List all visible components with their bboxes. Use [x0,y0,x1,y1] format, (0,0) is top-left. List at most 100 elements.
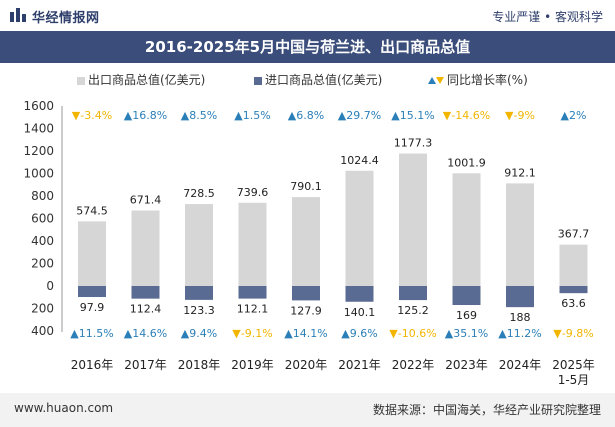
y-tick-label: 600 [31,212,54,226]
import-yoy-label: ▲35.1% [445,327,488,340]
up-triangle-icon: ▲ [288,109,297,122]
y-tick-label: 800 [31,189,54,203]
y-tick-label: 1000 [23,167,54,181]
y-tick-label: 1600 [23,99,54,113]
export-bar [131,210,160,286]
x-category-label: 2017年 [124,358,167,372]
x-category-label: 2024年 [499,358,542,372]
import-yoy-label: ▲11.5% [70,327,113,340]
export-yoy-label: ▼-3.4% [72,109,112,122]
x-category-line: 1-5月 [558,373,590,387]
y-tick-label: 200 [31,302,54,316]
export-value-label: 671.4 [130,193,162,206]
import-value-label: 123.3 [183,304,215,317]
export-value-label: 912.1 [504,166,536,179]
export-yoy-label: ▲29.7% [338,109,381,122]
chart-area: 1600 1400 1200 1000 800 600 400 200 0 200 400 574.5… [23,99,595,387]
import-yoy-label: ▲9.6% [341,327,377,340]
y-tick-label: 1400 [23,122,54,136]
legend-item-export: 出口商品总值(亿美元) [77,72,205,88]
import-value-label: 127.9 [290,304,322,317]
import-value-label: 112.1 [237,303,269,316]
import-bar [131,286,160,299]
import-bar [452,286,481,306]
export-yoy-value: 15.1% [400,109,435,122]
import-bar [559,286,588,294]
export-bar [452,173,481,286]
up-triangle-icon: ▲ [124,327,133,340]
data-source: 数据来源：中国海关，华经产业研究院整理 [372,403,601,417]
y-tick-label: 1200 [23,144,54,158]
import-bar [399,286,427,301]
up-triangle-icon: ▲ [391,109,400,122]
tagline: 专业严谨 • 客观科学 [492,10,603,24]
export-value-label: 1024.4 [340,154,379,167]
export-value-label: 739.6 [237,186,269,199]
import-yoy-value: 14.6% [132,327,167,340]
legend-item-import: 进口商品总值(亿美元) [254,72,382,88]
export-yoy-value: 1.5% [243,109,271,122]
x-category-label: 2025年 1-5月 [552,358,595,387]
export-bar [292,197,320,286]
x-category-line: 2024年 [499,358,542,372]
x-category-line: 2018年 [178,358,221,372]
import-bar [292,286,320,301]
y-tick-label: 200 [31,257,54,271]
y-tick-label: 400 [31,234,54,248]
export-swatch [77,76,85,85]
import-yoy-label: ▲14.6% [124,327,167,340]
export-value-label: 1001.9 [447,156,486,169]
down-triangle-icon: ▼ [553,327,562,340]
top-bar: 华经情报网 专业严谨 • 客观科学 [0,0,615,30]
export-yoy-value: -3.4% [80,109,112,122]
import-yoy-value: 9.6% [350,327,378,340]
x-category-line: 2017年 [124,358,167,372]
up-triangle-icon: ▲ [234,109,243,122]
import-value-label: 97.9 [80,301,105,314]
export-value-label: 790.1 [290,180,322,193]
export-yoy-value: 16.8% [132,109,167,122]
import-yoy-value: 11.2% [507,327,542,340]
up-triangle-icon [428,77,436,84]
x-category-line: 2022年 [392,358,435,372]
import-bar [78,286,106,298]
up-triangle-icon: ▲ [124,109,133,122]
export-bar [559,244,588,286]
up-triangle-icon: ▲ [338,109,347,122]
down-triangle-icon: ▼ [443,109,452,122]
import-yoy-value: 35.1% [453,327,488,340]
export-yoy-label: ▼-9% [505,109,535,122]
import-bar [345,286,374,302]
up-triangle-icon: ▲ [341,327,350,340]
import-yoy-value: 9.4% [189,327,217,340]
import-yoy-label: ▲14.1% [284,327,327,340]
export-yoy-label: ▲15.1% [391,109,434,122]
x-category-line: 2021年 [338,358,381,372]
import-bar [185,286,213,300]
brand-name: 华经情报网 [32,11,100,26]
export-value-label: 1177.3 [394,137,433,150]
site-url: www.huaon.com [14,401,114,415]
export-bar [399,153,427,286]
x-category-label: 2016年 [71,358,114,372]
export-bar [506,183,534,286]
import-bar [238,286,267,299]
export-yoy-value: -14.6% [451,109,490,122]
up-triangle-icon: ▲ [498,327,507,340]
export-yoy-label: ▲6.8% [288,109,324,122]
import-value-label: 169 [456,309,477,322]
import-swatch [254,76,262,85]
export-bar [185,204,213,286]
import-bar [506,286,534,308]
x-category-line: 2016年 [71,358,114,372]
x-category-line: 2020年 [285,358,328,372]
export-value-label: 728.5 [183,187,215,200]
x-category-label: 2021年 [338,358,381,372]
down-triangle-icon: ▼ [72,109,81,122]
legend-item-yoy: 同比增长率(%) [428,72,528,88]
export-yoy-value: -9% [514,109,535,122]
legend-import-label: 进口商品总值(亿美元) [265,73,383,87]
x-category-line: 2019年 [231,358,274,372]
import-yoy-label: ▼-9.8% [553,327,593,340]
import-value-label: 112.4 [130,303,162,316]
